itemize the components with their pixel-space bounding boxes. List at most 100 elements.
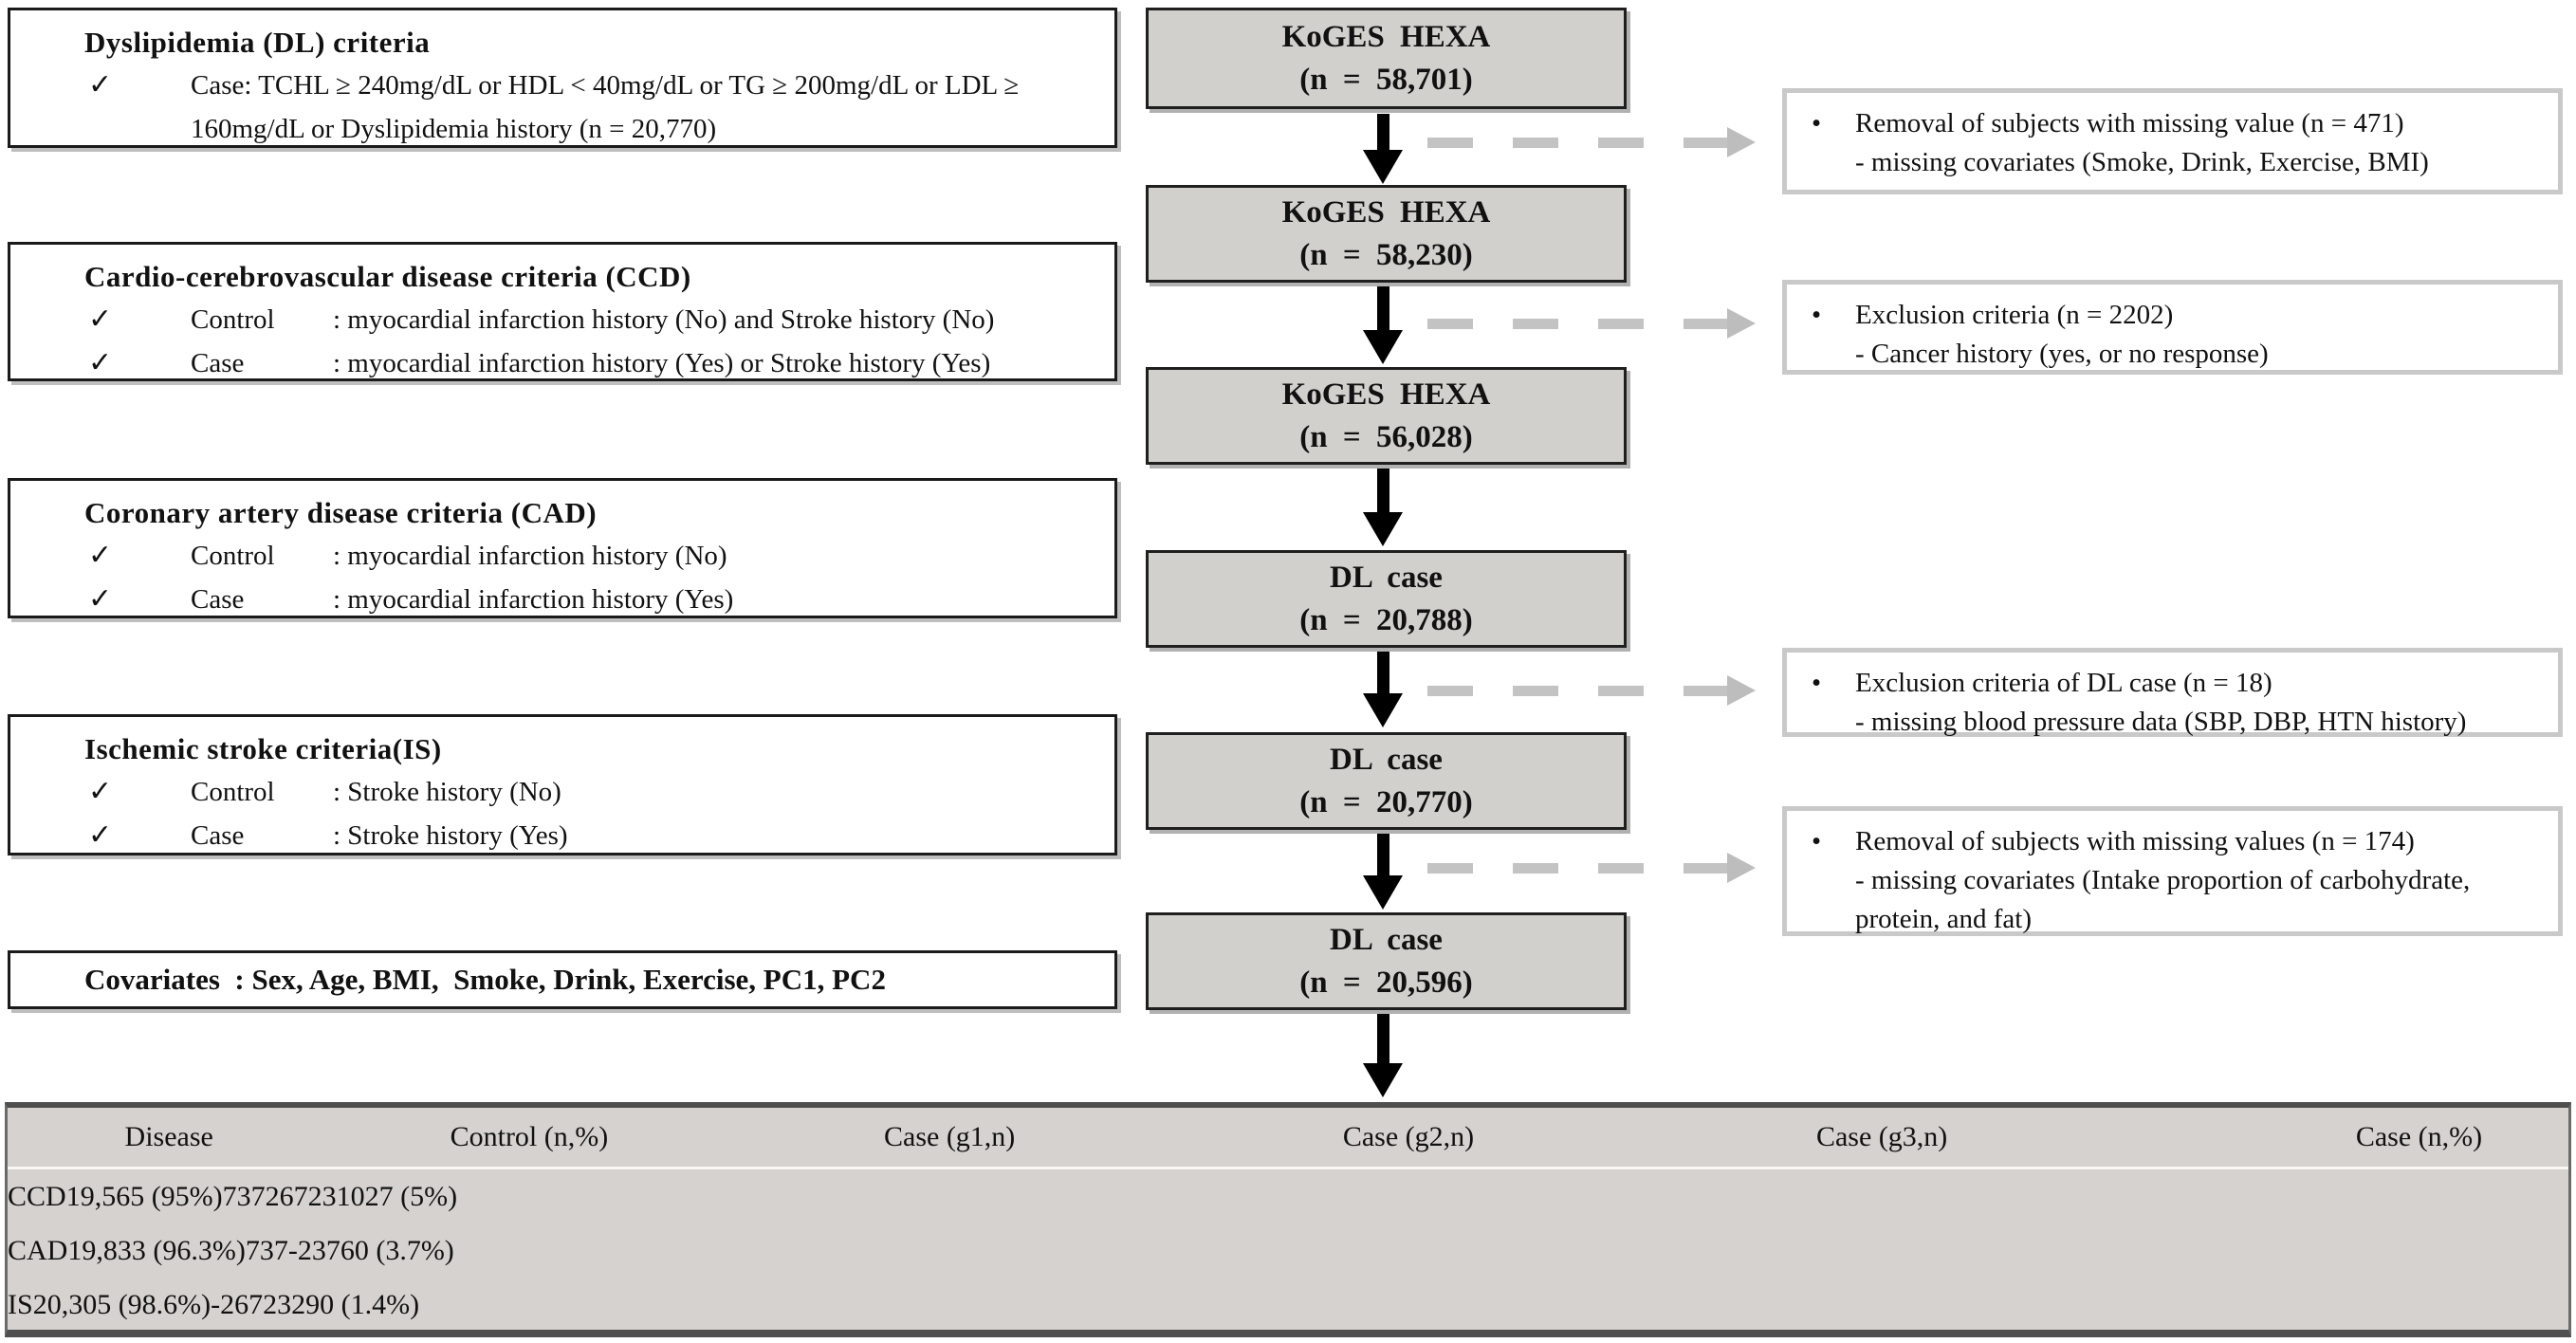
criteria-term: Case: [191, 820, 245, 851]
flow-box-line1: KoGES HEXA: [1281, 194, 1491, 230]
criteria-text: : myocardial infarction history (Yes): [333, 584, 734, 615]
criteria-item: ✓ Control : Stroke history (No): [84, 770, 1095, 814]
criteria-item: ✓ Case : Stroke history (Yes): [84, 814, 1095, 857]
cell-case-g2: 267: [220, 1288, 264, 1320]
cell-case-g3: 23: [297, 1234, 326, 1266]
check-icon: ✓: [88, 819, 113, 851]
cell-case-pct: 1027 (5%): [336, 1180, 458, 1212]
criteria-item: ✓ Control : myocardial infarction histor…: [84, 298, 1095, 341]
callout-exclusion-2202: • Exclusion criteria (n = 2202) - Cancer…: [1782, 280, 2563, 375]
box-title: Cardio-cerebrovascular disease criteria …: [84, 260, 691, 293]
ccd-criteria-box: Cardio-cerebrovascular disease criteria …: [8, 242, 1117, 381]
criteria-term: Control: [191, 304, 275, 335]
check-icon: ✓: [88, 69, 113, 101]
cell-case-g3: 23: [263, 1288, 292, 1320]
flow-box-koges-56028: KoGES HEXA (n = 56,028): [1146, 367, 1627, 465]
callout-line2: - missing covariates (Smoke, Drink, Exer…: [1855, 147, 2429, 177]
cell-case-pct: 290 (1.4%): [291, 1288, 420, 1320]
check-icon: ✓: [88, 347, 113, 378]
down-arrow-icon: [1363, 1014, 1403, 1097]
callout-line1: Exclusion criteria (n = 2202): [1855, 300, 2174, 330]
flow-box-line1: DL case: [1330, 560, 1443, 595]
criteria-text: : myocardial infarction history (No) and…: [333, 304, 995, 335]
flow-box-line1: KoGES HEXA: [1281, 19, 1491, 54]
cell-case-g1: 737: [245, 1234, 288, 1266]
callout-exclusion-dl-18: • Exclusion criteria of DL case (n = 18)…: [1782, 648, 2563, 737]
dashed-arrowhead-icon: [1727, 127, 1756, 157]
flow-box-line2: (n = 20,788): [1299, 602, 1473, 637]
cell-disease: CCD: [8, 1180, 66, 1212]
callout-line2: - missing blood pressure data (SBP, DBP,…: [1855, 707, 2467, 737]
box-title: Dyslipidemia (DL) criteria: [84, 26, 431, 59]
criteria-text: : myocardial infarction history (No): [333, 541, 727, 571]
criteria-text: : myocardial infarction history (Yes) or…: [333, 348, 991, 378]
criteria-text: : Stroke history (No): [333, 777, 561, 807]
callout-line2: - Cancer history (yes, or no response): [1855, 339, 2269, 369]
box-title: Ischemic stroke criteria(IS): [84, 732, 442, 765]
check-icon: ✓: [88, 776, 113, 807]
cell-control: 19,833 (96.3%): [67, 1234, 246, 1266]
criteria-term: Case: [191, 348, 245, 378]
flow-box-dlcase-20596: DL case (n = 20,596): [1146, 912, 1627, 1010]
criteria-term: Control: [191, 777, 275, 807]
down-arrow-icon: [1363, 469, 1403, 546]
cell-disease: IS: [8, 1288, 33, 1320]
callout-line2: - missing covariates (Intake proportion …: [1855, 865, 2471, 934]
covariates-box: Covariates : Sex, Age, BMI, Smoke, Drink…: [8, 950, 1117, 1009]
cad-criteria-box: Coronary artery disease criteria (CAD) ✓…: [8, 478, 1117, 618]
dashed-arrowhead-icon: [1727, 675, 1756, 706]
table-header-row: Disease Control (n,%) Case (g1,n) Case (…: [8, 1108, 2568, 1169]
table-row-is: IS 20,305 (98.6%) - 267 23 290 (1.4%): [8, 1278, 2568, 1332]
cell-control: 20,305 (98.6%): [32, 1288, 212, 1320]
cell-case-g3: 23: [307, 1180, 337, 1212]
col-header-case-g3: Case (g3,n): [1815, 1121, 1948, 1152]
check-icon: ✓: [88, 583, 113, 615]
callout-line1: Removal of subjects with missing value (…: [1855, 108, 2404, 138]
dashed-connector: [1427, 319, 1729, 329]
is-criteria-box: Ischemic stroke criteria(IS) ✓ Control :…: [8, 714, 1117, 855]
criteria-item: ✓ Control : myocardial infarction histor…: [84, 534, 1095, 578]
flow-box-dlcase-20770: DL case (n = 20,770): [1146, 732, 1627, 830]
cell-case-g2: 267: [265, 1180, 308, 1212]
flow-box-line2: (n = 20,596): [1299, 965, 1473, 1000]
criteria-text: Case: TCHL ≥ 240mg/dL or HDL < 40mg/dL o…: [191, 70, 1020, 144]
flow-box-line1: DL case: [1330, 742, 1443, 777]
down-arrow-icon: [1363, 652, 1403, 727]
bullet-icon: •: [1812, 300, 1822, 330]
down-arrow-icon: [1363, 286, 1403, 364]
cell-control: 19,565 (95%): [65, 1180, 223, 1212]
cell-case-g2: -: [287, 1234, 298, 1266]
flow-box-line2: (n = 20,770): [1299, 784, 1473, 819]
col-header-case-g1: Case (g1,n): [884, 1121, 1016, 1152]
callout-missing-value-471: • Removal of subjects with missing value…: [1782, 88, 2563, 194]
table-row-cad: CAD 19,833 (96.3%) 737 - 23 760 (3.7%): [8, 1223, 2568, 1278]
check-icon: ✓: [88, 304, 113, 335]
down-arrow-icon: [1363, 834, 1403, 910]
down-arrow-icon: [1363, 114, 1403, 184]
flow-box-line2: (n = 58,230): [1299, 237, 1473, 272]
flow-box-koges-58230: KoGES HEXA (n = 58,230): [1146, 185, 1627, 283]
covariates-text: Covariates : Sex, Age, BMI, Smoke, Drink…: [84, 963, 886, 996]
callout-missing-values-174: • Removal of subjects with missing value…: [1782, 806, 2563, 936]
flow-box-line2: (n = 58,701): [1299, 62, 1473, 97]
flow-box-koges-58701: KoGES HEXA (n = 58,701): [1146, 8, 1627, 109]
dyslipidemia-criteria-box: Dyslipidemia (DL) criteria ✓ Case: TCHL …: [8, 8, 1117, 148]
criteria-text: : Stroke history (Yes): [333, 820, 568, 851]
col-header-disease: Disease: [124, 1121, 213, 1152]
check-icon: ✓: [88, 540, 113, 571]
callout-line1: Removal of subjects with missing values …: [1855, 826, 2415, 856]
flow-box-line1: DL case: [1330, 922, 1443, 957]
dashed-arrowhead-icon: [1727, 308, 1756, 339]
bullet-icon: •: [1812, 826, 1822, 856]
flow-box-dlcase-20788: DL case (n = 20,788): [1146, 550, 1627, 648]
criteria-item: ✓ Case: TCHL ≥ 240mg/dL or HDL < 40mg/dL…: [84, 64, 1095, 151]
col-header-case-pct: Case (n,%): [2355, 1121, 2483, 1152]
dashed-connector: [1427, 863, 1729, 874]
dashed-connector: [1427, 138, 1729, 148]
dashed-connector: [1427, 686, 1729, 696]
col-header-control: Control (n,%): [450, 1121, 609, 1152]
cell-case-pct: 760 (3.7%): [325, 1234, 454, 1266]
dashed-arrowhead-icon: [1727, 853, 1756, 883]
callout-line1: Exclusion criteria of DL case (n = 18): [1855, 668, 2272, 698]
